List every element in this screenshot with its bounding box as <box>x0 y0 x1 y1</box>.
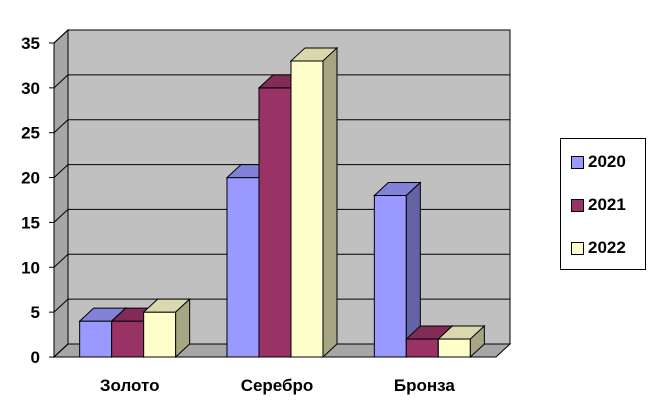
y-tick-label: 0 <box>31 348 40 367</box>
plot-side-wall <box>53 28 69 359</box>
gridline-side <box>53 298 69 313</box>
y-tick-label: 5 <box>31 303 40 322</box>
bar-front <box>373 195 407 358</box>
gridline-side <box>53 343 69 358</box>
legend-label: 2020 <box>588 152 626 171</box>
legend-label: 2022 <box>588 238 626 257</box>
legend-label: 2021 <box>588 195 626 214</box>
y-tick-label: 20 <box>21 169 40 188</box>
bar-front <box>258 87 292 358</box>
bar-side <box>469 324 485 359</box>
y-tick-label: 25 <box>21 124 40 143</box>
legend-item: 2021 <box>571 194 626 216</box>
bars-group <box>78 46 486 359</box>
bar-front <box>79 320 113 358</box>
x-category-label: Золото <box>100 376 160 395</box>
gridline-side <box>53 164 69 178</box>
gridline-side <box>53 74 69 89</box>
gridline-side <box>53 209 69 223</box>
bar-front <box>437 338 471 358</box>
gridline-side <box>53 119 69 134</box>
gridline-side <box>53 29 69 44</box>
bar-front <box>143 311 177 358</box>
bar-front <box>405 338 439 358</box>
legend-swatch <box>571 198 584 212</box>
legend-item: 2020 <box>571 151 626 173</box>
y-tick-label: 10 <box>21 258 40 277</box>
y-tick-label: 35 <box>21 34 40 53</box>
gridline-side <box>53 253 69 268</box>
y-tick-label: 30 <box>21 79 40 98</box>
y-tick-label: 15 <box>21 213 40 232</box>
bar-front <box>290 60 324 358</box>
legend-swatch <box>571 241 584 255</box>
bar-side <box>322 46 338 359</box>
bar-front <box>111 320 145 358</box>
legend-item: 2022 <box>571 237 626 259</box>
y-axis-ticks: 0 5 10 15 20 25 30 35 <box>21 34 40 367</box>
legend: 2020 2021 2022 <box>560 138 646 270</box>
x-category-label: Серебро <box>241 376 314 395</box>
x-axis-categories: Золото Серебро Бронза <box>100 376 455 395</box>
x-category-label: Бронза <box>394 376 455 395</box>
legend-swatch <box>571 155 584 169</box>
bar-side <box>175 297 191 359</box>
bar-front <box>226 177 260 358</box>
